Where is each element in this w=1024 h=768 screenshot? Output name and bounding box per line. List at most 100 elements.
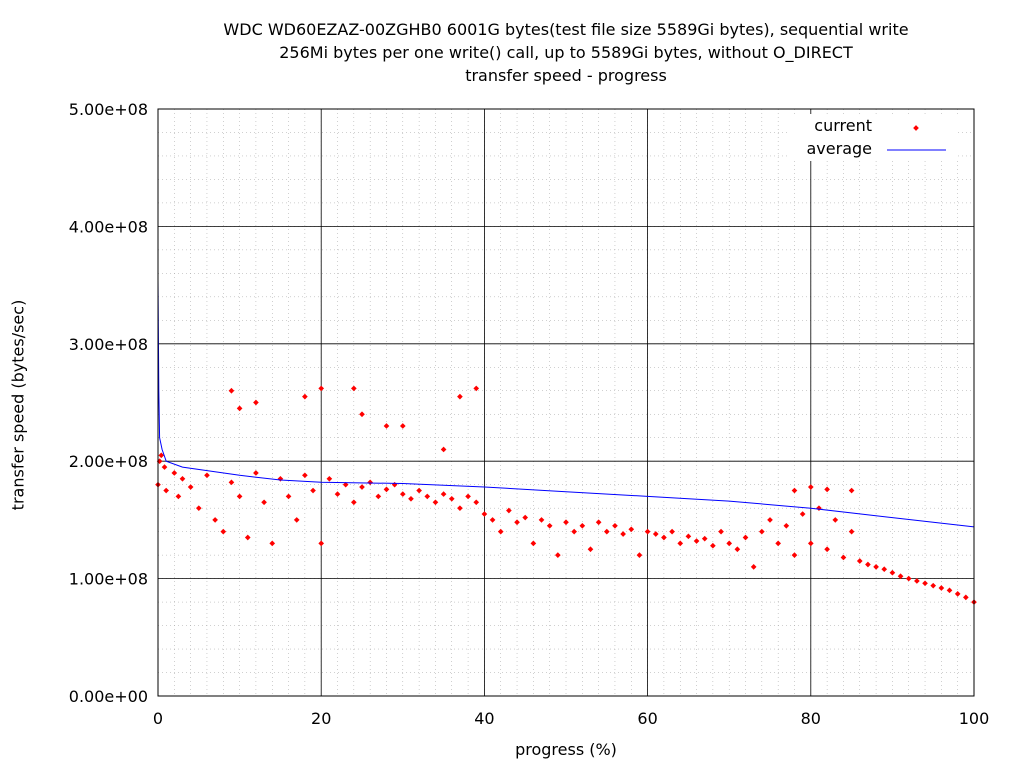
current-point [587,546,594,553]
current-point [693,538,700,544]
legend-box [788,114,958,161]
current-point [269,540,276,547]
current-point [661,534,667,541]
current-point [905,575,912,582]
current-point [195,505,202,511]
x-tick-label: 40 [474,709,494,728]
x-tick-label: 80 [801,709,821,728]
current-point [440,446,447,453]
current-point [351,385,357,392]
current-point [873,564,879,570]
current-point [783,522,790,529]
current-point [220,528,227,535]
current-point [791,552,798,558]
y-tick-label: 5.00e+08 [69,100,148,119]
x-tick-label: 60 [637,709,657,728]
current-point [326,475,333,482]
current-point [285,493,292,500]
current-point [408,495,414,502]
plot-frame [157,108,975,697]
current-point [579,522,586,529]
current-series [155,385,977,605]
current-point [669,528,675,535]
current-point [775,540,781,547]
legend-current-marker [913,125,919,131]
y-axis-label: transfer speed (bytes/sec) [8,299,28,511]
current-point [636,552,643,558]
y-tick-label: 1.00e+08 [69,570,148,589]
current-point [799,511,806,517]
current-point [710,542,716,549]
current-point [848,487,855,494]
current-point [946,587,953,594]
current-point [244,534,251,541]
current-point [440,491,447,497]
current-point [473,385,480,392]
current-point [342,481,349,488]
current-point [506,507,512,514]
current-point [816,505,822,511]
current-point [644,528,651,535]
current-point [318,540,325,547]
current-point [734,546,741,553]
current-point [824,486,830,493]
current-point [236,405,243,412]
current-point [302,393,308,400]
current-point [253,399,259,406]
current-point [807,540,814,547]
current-point [187,484,194,490]
current-point [759,528,765,535]
current-point [161,464,168,470]
current-point [563,519,569,526]
current-point [726,540,733,547]
current-point [318,385,325,392]
current-point [465,493,471,500]
current-point [497,528,504,535]
y-tick-label: 4.00e+08 [69,217,148,236]
current-point [963,594,969,601]
current-point [538,517,545,523]
current-point [204,472,210,479]
chart-title-line-1: WDC WD60EZAZ-00ZGHB0 6001G bytes(test fi… [223,20,909,39]
current-point [930,582,937,589]
current-point [603,528,610,535]
legend-current-label: current [814,116,872,135]
y-axis-ticks: 0.00e+00 1.00e+08 2.00e+08 3.00e+08 4.00e+08… [69,100,148,706]
current-point [375,493,382,500]
current-point [750,564,757,570]
current-point [351,499,357,506]
current-point [546,522,553,529]
current-point [742,534,749,541]
current-point [628,526,635,533]
current-point [158,452,165,459]
current-point [612,522,618,529]
current-point [399,423,406,429]
current-point [832,517,839,523]
current-point [865,561,871,568]
current-point [889,569,896,576]
legend-average-label: average [806,139,873,158]
chart-title-line-2: 256Mi bytes per one write() call, up to … [279,43,853,62]
y-tick-label: 3.00e+08 [69,335,148,354]
current-point [652,531,659,537]
current-point [391,481,398,488]
current-point [481,511,488,517]
current-point [897,573,904,580]
current-point [399,491,406,497]
current-point [457,505,463,511]
current-point [489,517,496,523]
current-point [824,546,830,553]
current-point [473,499,480,506]
current-point [856,558,863,564]
current-point [416,487,422,494]
y-tick-label: 0.00e+00 [69,687,148,706]
current-point [522,514,529,521]
current-point [701,535,708,542]
current-point [228,387,235,394]
current-point [954,591,961,597]
current-point [848,528,855,535]
current-point [595,519,602,526]
current-point [175,493,182,500]
legend [788,114,958,161]
